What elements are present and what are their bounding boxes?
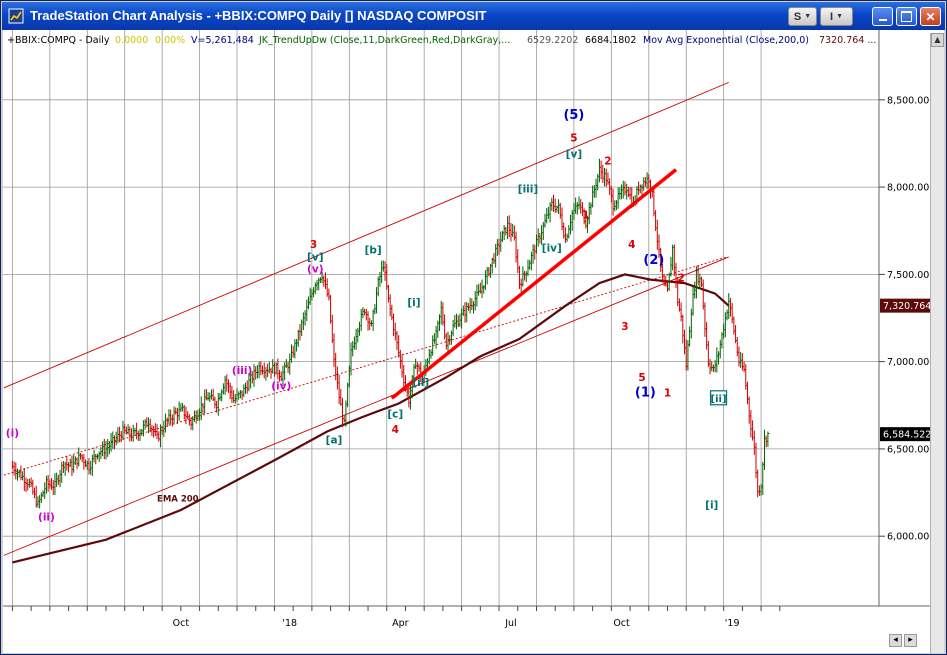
trend-line [390,168,678,400]
vertical-scrollbar[interactable]: ▲ [930,33,944,653]
wave-label: [i] [705,499,718,511]
wave-label: [iv] [542,243,562,255]
channel-line [3,81,729,389]
time-tick-label: Oct [173,618,190,629]
chevron-down-icon: ▼ [836,13,843,20]
wave-label: 3 [621,321,628,333]
scroll-left-icon[interactable]: ◂ [889,634,902,647]
wave-label: 1 [582,210,589,222]
i-menu-label: I [830,10,834,23]
wave-label: [a] [326,435,343,447]
boxed-wave-label: [ii] [709,390,728,406]
symbol-label: +BBIX:COMPQ - Daily [7,35,110,46]
wave-label: 1 [664,388,671,400]
price-axis: 6,000.0000 6,500.0000 7,000.0000 7,500.0000… [879,95,941,543]
wave-label: (iii) [232,365,252,377]
scroll-right-icon[interactable]: ▸ [904,634,917,647]
boxed-wave-text: [ii] [711,394,727,405]
trend-channels [3,81,729,556]
close-button[interactable]: ✕ [920,7,941,26]
change-percent: 0.00% [155,35,185,46]
wave-label: 3 [310,239,317,251]
volume-label: V=5,261,484 [191,35,254,46]
ema-200-line [12,273,730,564]
wave-label: 2 [677,272,684,284]
s-menu-button[interactable]: S ▼ [788,7,817,26]
chevron-down-icon: ▼ [804,13,812,20]
low-value: 6529.2202 [527,35,578,46]
maximize-icon [901,11,912,22]
time-tick-label: Oct [613,618,630,629]
high-value: 6684.1802 [585,35,636,46]
wave-label: 4 [628,239,635,251]
wave-label: [b] [365,244,382,256]
time-axis: Oct '18 Apr Jul Oct '19 [11,606,781,629]
price-tick-label: 7,000.0000 [887,357,941,368]
wave-label: 5 [570,133,577,145]
price-tick-label: 8,000.0000 [887,183,941,194]
last-price-flag: 6,584.5220 [880,427,940,442]
wave-label: (5) [563,108,584,123]
ema-200-label: EMA 200 [157,494,199,504]
wave-label: [v] [566,148,582,160]
ma-label: Mov Avg Exponential (Close,200,0) [643,35,809,46]
window-title: TradeStation Chart Analysis - +BBIX:COMP… [30,8,487,23]
wave-label: (v) [307,264,323,276]
wave-label: [iii] [518,183,538,195]
wave-label: [c] [387,408,403,420]
grid-lines [3,30,879,606]
price-chart[interactable]: (i)(ii)(iii)(iv)(v)3[v][a][b][c]4[i][ii]… [3,30,944,653]
bold-trend-line [390,168,678,400]
channel-line [3,256,728,476]
horizontal-scroll-controls[interactable]: ◂ ▸ [889,634,929,648]
price-bar [767,431,770,447]
wave-label: (1) [635,386,656,401]
price-tick-label: 7,500.0000 [887,270,941,281]
i-menu-button[interactable]: I ▼ [820,7,853,26]
change-value: 0.0000 [115,35,148,46]
wave-label: (2) [643,253,664,268]
ema-200-path [12,273,730,564]
wave-label: 4 [392,424,399,436]
time-tick-label: Apr [392,618,409,629]
price-tick-label: 8,500.0000 [887,95,941,106]
price-bars [11,158,770,509]
s-menu-label: S [793,10,802,23]
ema-price-flag: 7,320.7646 [880,298,940,313]
wave-label: [i] [407,297,420,309]
price-bar [342,397,345,428]
close-icon: ✕ [925,9,936,24]
time-tick-label: Jul [504,618,516,629]
wave-label: [ii] [412,377,429,389]
price-tick-label: 6,500.0000 [887,444,941,455]
header-legend: +BBIX:COMPQ - Daily 0.0000 0.00% V=5,261… [7,35,876,46]
wave-label: [v] [307,251,323,263]
study-label: JK_TrendUpDw (Close,11,DarkGreen,Red,Dar… [258,35,510,46]
wave-label: 5 [638,372,645,384]
wave-label: (i) [6,428,19,440]
tradestation-app-icon [8,8,24,24]
price-tick-label: 6,000.0000 [887,532,941,543]
scroll-up-icon[interactable]: ▲ [931,33,944,47]
time-tick-label: '19 [725,618,740,629]
time-tick-label: '18 [282,618,297,629]
channel-line [3,256,729,556]
last-price-text: 6,584.5220 [883,430,937,441]
minimize-icon [878,19,887,21]
title-bar[interactable]: TradeStation Chart Analysis - +BBIX:COMP… [2,2,945,30]
minimize-button[interactable] [872,7,893,26]
wave-label: (iv) [271,381,291,393]
ema-flag-text: 7,320.7646 [883,301,937,312]
wave-label: (ii) [38,511,55,523]
wave-label: 2 [604,155,611,167]
ma-value: 7320.764 ... [819,35,876,46]
maximize-button[interactable] [896,7,917,26]
chart-area[interactable]: (i) (ii) (iii) (iv) (v) 3 [v] [a] [b] [c] 4 [i] [ii]… [3,30,944,653]
wave-labels: (i)(ii)(iii)(iv)(v)3[v][a][b][c]4[i][ii]… [6,108,719,523]
